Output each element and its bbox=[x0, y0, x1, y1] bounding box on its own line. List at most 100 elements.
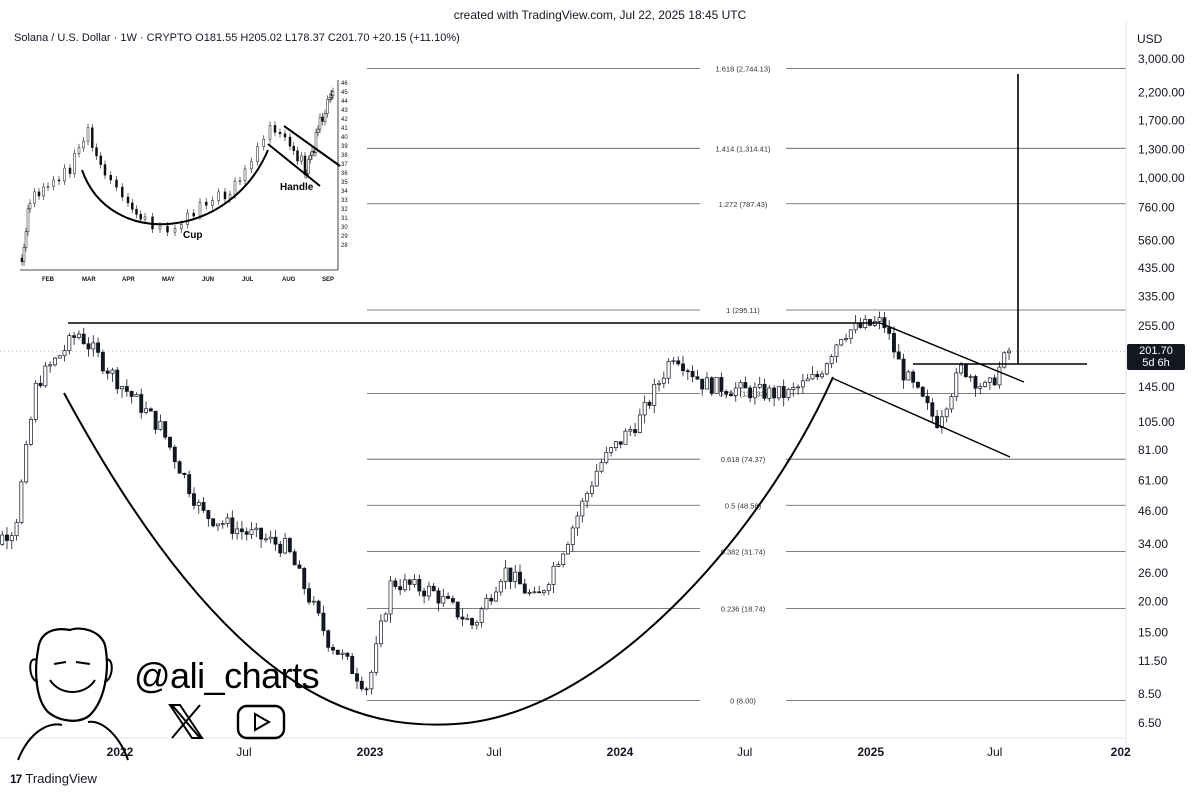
candle-down bbox=[316, 600, 321, 614]
tradingview-footer[interactable]: 17 TradingView bbox=[10, 771, 97, 786]
x-tick-label: 2025 bbox=[857, 745, 884, 759]
candle-up bbox=[29, 419, 33, 445]
y-tick-label: 46.00 bbox=[1138, 504, 1168, 518]
inset-y-label: 28 bbox=[341, 243, 348, 249]
inset-x-label: APR bbox=[122, 277, 135, 283]
fib-level-label: 1.414 (1,314.41) bbox=[715, 144, 771, 153]
candle-up bbox=[503, 567, 508, 582]
candle-up bbox=[594, 470, 599, 487]
candle-down bbox=[139, 394, 144, 413]
inset-y-label: 45 bbox=[341, 90, 348, 96]
candle-up bbox=[657, 382, 661, 385]
inset-y-label: 34 bbox=[341, 189, 348, 195]
y-tick-label: 15.00 bbox=[1138, 625, 1168, 639]
inset-candle bbox=[312, 150, 316, 153]
candle-up bbox=[379, 620, 383, 645]
inset-cup-curve bbox=[81, 149, 269, 226]
y-tick-label: 61.00 bbox=[1138, 474, 1168, 488]
y-tick-label: 145.00 bbox=[1138, 380, 1175, 394]
x-tick-label: Jul bbox=[486, 745, 501, 759]
candle-down bbox=[455, 601, 460, 618]
y-tick-label: 335.00 bbox=[1138, 289, 1175, 303]
candle-down bbox=[5, 534, 9, 541]
candle-down bbox=[86, 343, 91, 350]
candle-up bbox=[479, 608, 484, 623]
candle-down bbox=[935, 415, 940, 429]
inset-candle bbox=[288, 136, 292, 147]
inset-candle bbox=[33, 191, 36, 204]
candle-up bbox=[14, 522, 19, 536]
time-axis[interactable]: 2022 Jul 2023 Jul 2024 Jul 2025 Jul 202 bbox=[0, 737, 1131, 759]
candle-down bbox=[96, 342, 101, 353]
candle-down bbox=[729, 393, 733, 396]
candle-up bbox=[412, 578, 417, 585]
inset-candle bbox=[121, 186, 124, 198]
candle-up bbox=[426, 585, 431, 597]
inset-y-label: 44 bbox=[341, 99, 348, 105]
inset-y-label: 40 bbox=[341, 135, 348, 141]
tradingview-logo-icon: 17 bbox=[10, 771, 22, 786]
candle-up bbox=[599, 462, 604, 472]
inset-x-label: MAR bbox=[82, 277, 96, 283]
inset-candle bbox=[22, 247, 26, 262]
fib-level-label: 0.786 (136.33) bbox=[719, 390, 768, 399]
candle-down bbox=[364, 688, 369, 691]
candle-up bbox=[498, 581, 503, 593]
inset-candle bbox=[233, 180, 237, 195]
candle-down bbox=[781, 386, 786, 398]
fib-level-label: 0.5 (48.58) bbox=[725, 501, 762, 510]
inset-y-label: 46 bbox=[341, 81, 348, 87]
fib-label-bg bbox=[700, 198, 786, 209]
fib-label-bg bbox=[700, 388, 786, 399]
candle-up bbox=[144, 408, 148, 413]
candle-up bbox=[0, 534, 5, 545]
last-price-tag: 201.70 5d 6h bbox=[1127, 344, 1185, 370]
inset-candle bbox=[28, 202, 32, 210]
price-axis[interactable]: 3,000.00 2,200.00 1,700.00 1,300.00 1,000.00… bbox=[1125, 22, 1185, 760]
fib-label-bg bbox=[700, 500, 786, 511]
candle-down bbox=[518, 571, 522, 585]
candle-down bbox=[148, 408, 153, 412]
inset-x-label: FEB bbox=[42, 277, 55, 283]
candle-down bbox=[393, 580, 398, 587]
candle-up bbox=[254, 527, 259, 531]
inset-y-label: 37 bbox=[341, 162, 348, 168]
currency-label[interactable]: USD bbox=[1137, 32, 1163, 46]
inset-x-label: JUL bbox=[242, 277, 254, 283]
inset-candle bbox=[91, 127, 94, 148]
candle-up bbox=[959, 364, 964, 374]
candle-down bbox=[359, 680, 364, 690]
candle-down bbox=[211, 518, 216, 527]
candle-up bbox=[666, 360, 671, 379]
candle-up bbox=[110, 369, 115, 374]
inset-candle bbox=[46, 186, 50, 188]
candle-down bbox=[163, 421, 168, 438]
candle-up bbox=[565, 544, 570, 555]
candle-down bbox=[633, 429, 638, 433]
fib-label-bg bbox=[700, 546, 786, 557]
inset-y-label: 29 bbox=[341, 234, 348, 240]
candle-up bbox=[944, 408, 949, 418]
inset-candle bbox=[180, 224, 183, 230]
inset-candle bbox=[109, 174, 112, 181]
inset-y-label: 33 bbox=[341, 198, 348, 204]
candle-up bbox=[767, 387, 772, 399]
symbol-legend: Solana / U.S. Dollar · 1W · CRYPTO O181.… bbox=[14, 32, 460, 44]
inset-candle bbox=[243, 168, 247, 182]
candle-up bbox=[1002, 352, 1007, 368]
candle-up bbox=[494, 591, 498, 602]
inset-candle bbox=[173, 228, 177, 233]
inset-candle bbox=[143, 216, 147, 220]
candle-down bbox=[431, 585, 436, 592]
candle-down bbox=[973, 376, 978, 389]
candle-up bbox=[776, 386, 781, 399]
candle-down bbox=[417, 578, 422, 592]
inset-candle bbox=[310, 150, 314, 156]
inset-candle bbox=[95, 147, 98, 157]
candle-up bbox=[215, 523, 220, 527]
candle-down bbox=[72, 335, 77, 338]
inset-candle bbox=[256, 146, 259, 162]
candle-up bbox=[642, 401, 647, 416]
inset-candle bbox=[20, 257, 24, 262]
